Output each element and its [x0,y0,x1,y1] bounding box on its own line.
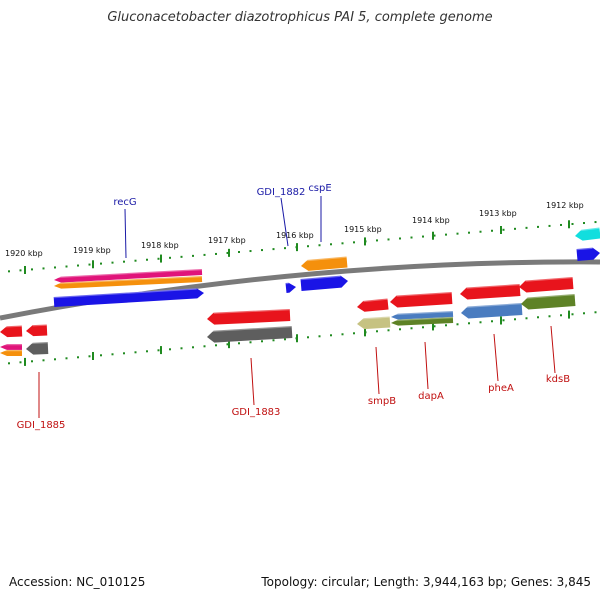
kbp-tick-label: 1912 kbp [546,201,584,210]
feature-highlight [53,288,197,299]
gene-leader-line [550,325,556,374]
feature-highlight [466,283,520,289]
forward-gene-arrow[interactable] [576,247,600,261]
gene-leader-line [493,333,499,382]
forward-gene-arrow[interactable] [301,256,348,271]
feature-highlight [213,308,290,314]
gene-label: GDI_1885 [17,420,66,431]
reverse-gene-arrow[interactable] [357,298,389,312]
gene-label: GDI_1882 [257,187,306,198]
forward-gene-arrow[interactable] [54,276,203,289]
ticks-inner [8,310,597,366]
forward-gene-arrow[interactable] [54,269,203,283]
gene-leader-line [250,357,255,406]
feature-highlight [574,227,600,232]
forward-gene-arrow[interactable] [575,227,600,241]
kbp-tick-label: 1914 kbp [412,216,450,225]
reverse-gene-arrow[interactable] [519,277,574,293]
reverse-gene-arrow[interactable] [26,324,48,337]
feature-highlight [53,268,202,279]
gene-leader-line [375,346,380,395]
forward-gene-arrow[interactable] [53,288,205,307]
reverse-gene-arrow[interactable] [357,316,391,330]
feature-highlight [356,316,390,320]
gene-leader-line [280,197,289,247]
feature-highlight [53,275,202,285]
reverse-gene-arrow[interactable] [390,292,453,308]
forward-gene-arrow[interactable] [285,282,296,293]
feature-highlight [32,324,47,327]
feature-highlight [300,275,341,281]
feature-highlight [0,325,22,328]
kbp-tick-label: 1913 kbp [479,209,517,218]
feature-highlight [390,310,453,316]
kbp-tick-label: 1916 kbp [276,231,314,240]
reverse-gene-arrow[interactable] [207,326,293,343]
gene-label: dapA [418,391,444,402]
kbp-tick-label: 1919 kbp [73,246,111,255]
reverse-gene-arrow[interactable] [521,294,576,310]
footer-accession: Accession: NC_010125 [9,575,146,589]
feature-highlight [363,298,388,303]
kbp-tick-label: 1915 kbp [344,225,382,234]
kbp-tick-label: 1920 kbp [5,249,43,258]
kbp-tick-labels: 1920 kbp 1919 kbp 1918 kbp 1917 kbp 1916 kbp… [5,201,584,258]
reverse-gene-arrow[interactable] [460,284,521,300]
gene-label: GDI_1883 [232,407,281,418]
reverse-gene-arrow[interactable] [461,303,523,319]
feature-highlight [576,247,593,251]
feature-highlight [300,256,347,262]
feature-highlight [390,316,453,322]
feature-highlight [525,276,573,282]
gene-label: kdsB [546,374,570,385]
gene-label: cspE [308,183,331,194]
ticks-outer [8,220,597,274]
footer-stats: Topology: circular; Length: 3,944,163 bp… [261,575,591,589]
reverse-gene-arrow[interactable] [0,344,22,350]
forward-gene-arrow[interactable] [300,275,348,291]
kbp-tick-label: 1917 kbp [208,236,246,245]
reverse-gene-arrow[interactable] [391,317,454,326]
gene-features [0,227,600,356]
gene-label: recG [113,197,136,208]
feature-highlight [396,291,452,297]
reverse-gene-arrow[interactable] [391,311,454,320]
gene-label: smpB [368,396,396,407]
reverse-gene-arrow[interactable] [26,342,49,355]
reverse-gene-arrow[interactable] [207,309,291,325]
genome-title: Gluconacetobacter diazotrophicus PAI 5, … [107,10,493,25]
feature-highlight [206,325,292,333]
gene-leader-line [124,208,127,259]
gene-leader-line [424,341,429,390]
gene-labels: recG GDI_1882 cspE GDI_1885 GDI_1883 smpB dapA… [17,183,571,431]
feature-highlight [520,293,575,300]
feature-highlight [25,341,48,345]
reverse-gene-arrow[interactable] [0,350,22,356]
kbp-tick-label: 1918 kbp [141,241,179,250]
gene-label: pheA [488,383,514,394]
feature-highlight [460,302,522,309]
reverse-gene-arrow[interactable] [0,325,23,338]
